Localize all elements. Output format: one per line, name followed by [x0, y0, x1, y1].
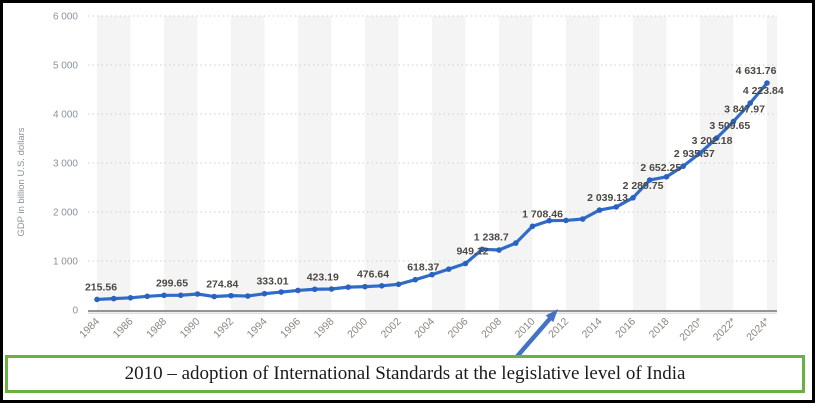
y-tick-label: 5 000 — [53, 61, 78, 72]
data-point — [496, 247, 502, 253]
data-point — [646, 177, 653, 183]
x-tick-label: 2018 — [647, 316, 672, 341]
data-point — [563, 217, 569, 224]
data-point — [713, 135, 720, 141]
data-point — [512, 240, 519, 246]
data-point — [613, 204, 620, 210]
y-tick-label: 3 000 — [53, 159, 78, 170]
data-point — [177, 292, 184, 299]
x-tick-label: 2022* — [711, 316, 739, 344]
x-tick-label: 1986 — [111, 316, 136, 341]
x-tick-label: 2014 — [580, 316, 605, 341]
x-tick-label: 1994 — [245, 316, 270, 341]
data-point-label: 333.01 — [256, 276, 288, 288]
data-point — [144, 293, 151, 300]
x-tick-label: 1992 — [211, 316, 236, 341]
data-point-label: 423.19 — [307, 271, 339, 283]
data-point-label: 2 289.75 — [623, 180, 664, 192]
data-point — [462, 260, 469, 267]
annotation-arrow-head — [545, 309, 558, 323]
data-point — [697, 150, 703, 156]
data-point — [529, 223, 536, 230]
data-point — [194, 291, 201, 297]
data-point — [630, 195, 636, 201]
data-point — [261, 290, 268, 297]
x-tick-label: 2004 — [412, 316, 437, 341]
data-point-label: 2 935.57 — [674, 148, 715, 160]
x-tick-label: 2024* — [744, 316, 772, 344]
data-point-label: 618.37 — [407, 262, 439, 274]
data-point — [278, 289, 285, 295]
data-point-label: 2 652.25 — [640, 162, 681, 174]
data-point-label: 949.12 — [456, 245, 488, 257]
data-point — [680, 163, 687, 169]
data-point-label: 476.64 — [357, 269, 389, 281]
data-point-label: 274.84 — [206, 279, 238, 291]
data-point — [412, 276, 419, 283]
caption-box: 2010 – adoption of International Standar… — [5, 355, 805, 393]
x-tick-label: 2000 — [345, 316, 370, 341]
x-tick-label: 2016 — [613, 316, 638, 341]
data-point-label: 299.65 — [156, 277, 188, 289]
y-tick-label: 1 000 — [53, 257, 78, 268]
data-point — [445, 266, 452, 272]
data-point — [663, 173, 670, 180]
data-point — [479, 246, 486, 253]
data-point-label: 4 223.84 — [743, 85, 784, 97]
data-point — [345, 284, 352, 290]
x-tick-label: 1996 — [278, 316, 303, 341]
x-tick-label: 2020* — [677, 316, 705, 344]
annotation-arrow — [514, 316, 553, 359]
y-axis-title: GDP in billion U.S. dollars — [16, 127, 27, 236]
y-tick-label: 2 000 — [53, 208, 78, 219]
x-tick-label: 1984 — [77, 316, 102, 341]
x-tick-label: 2008 — [479, 316, 504, 341]
background-stripe — [566, 16, 600, 310]
data-point-label: 215.56 — [85, 281, 117, 293]
data-point-label: 3 847.97 — [724, 103, 765, 115]
data-point — [211, 293, 218, 300]
data-point — [546, 217, 553, 224]
data-point — [295, 287, 301, 294]
data-point-label: 3 509.65 — [709, 120, 750, 132]
data-point-label: 2 039.13 — [587, 192, 628, 204]
x-axis-shadow — [88, 312, 777, 314]
data-point — [244, 293, 251, 299]
data-point — [311, 286, 318, 293]
data-point — [378, 282, 385, 289]
x-axis-line — [88, 310, 777, 312]
x-tick-label: 1998 — [312, 316, 337, 341]
x-tick-label: 2006 — [446, 316, 471, 341]
background-stripe — [298, 16, 332, 310]
data-point — [362, 283, 368, 290]
y-tick-label: 6 000 — [53, 12, 78, 23]
data-point — [94, 296, 100, 303]
x-tick-label: 1990 — [178, 316, 203, 341]
y-tick-label: 0 — [72, 306, 78, 317]
data-point-label: 3 202.18 — [692, 135, 733, 147]
data-point-label: 1 708.46 — [522, 208, 563, 220]
data-point — [127, 294, 134, 301]
data-point — [747, 100, 754, 106]
y-tick-label: 4 000 — [53, 110, 78, 121]
data-point — [730, 118, 737, 125]
data-point-label: 1 238.7 — [474, 231, 509, 243]
data-point — [110, 295, 117, 302]
data-point-label: 4 631.76 — [736, 65, 777, 77]
x-tick-label: 1988 — [144, 316, 169, 341]
x-tick-label: 2002 — [379, 316, 404, 341]
data-point — [228, 292, 234, 299]
data-point — [328, 286, 335, 292]
data-point — [579, 216, 586, 222]
data-point — [596, 207, 603, 213]
data-point — [764, 80, 770, 86]
data-point — [161, 292, 167, 299]
data-point — [395, 281, 402, 288]
caption-text: 2010 – adoption of International Standar… — [124, 363, 686, 384]
data-point — [429, 271, 435, 278]
